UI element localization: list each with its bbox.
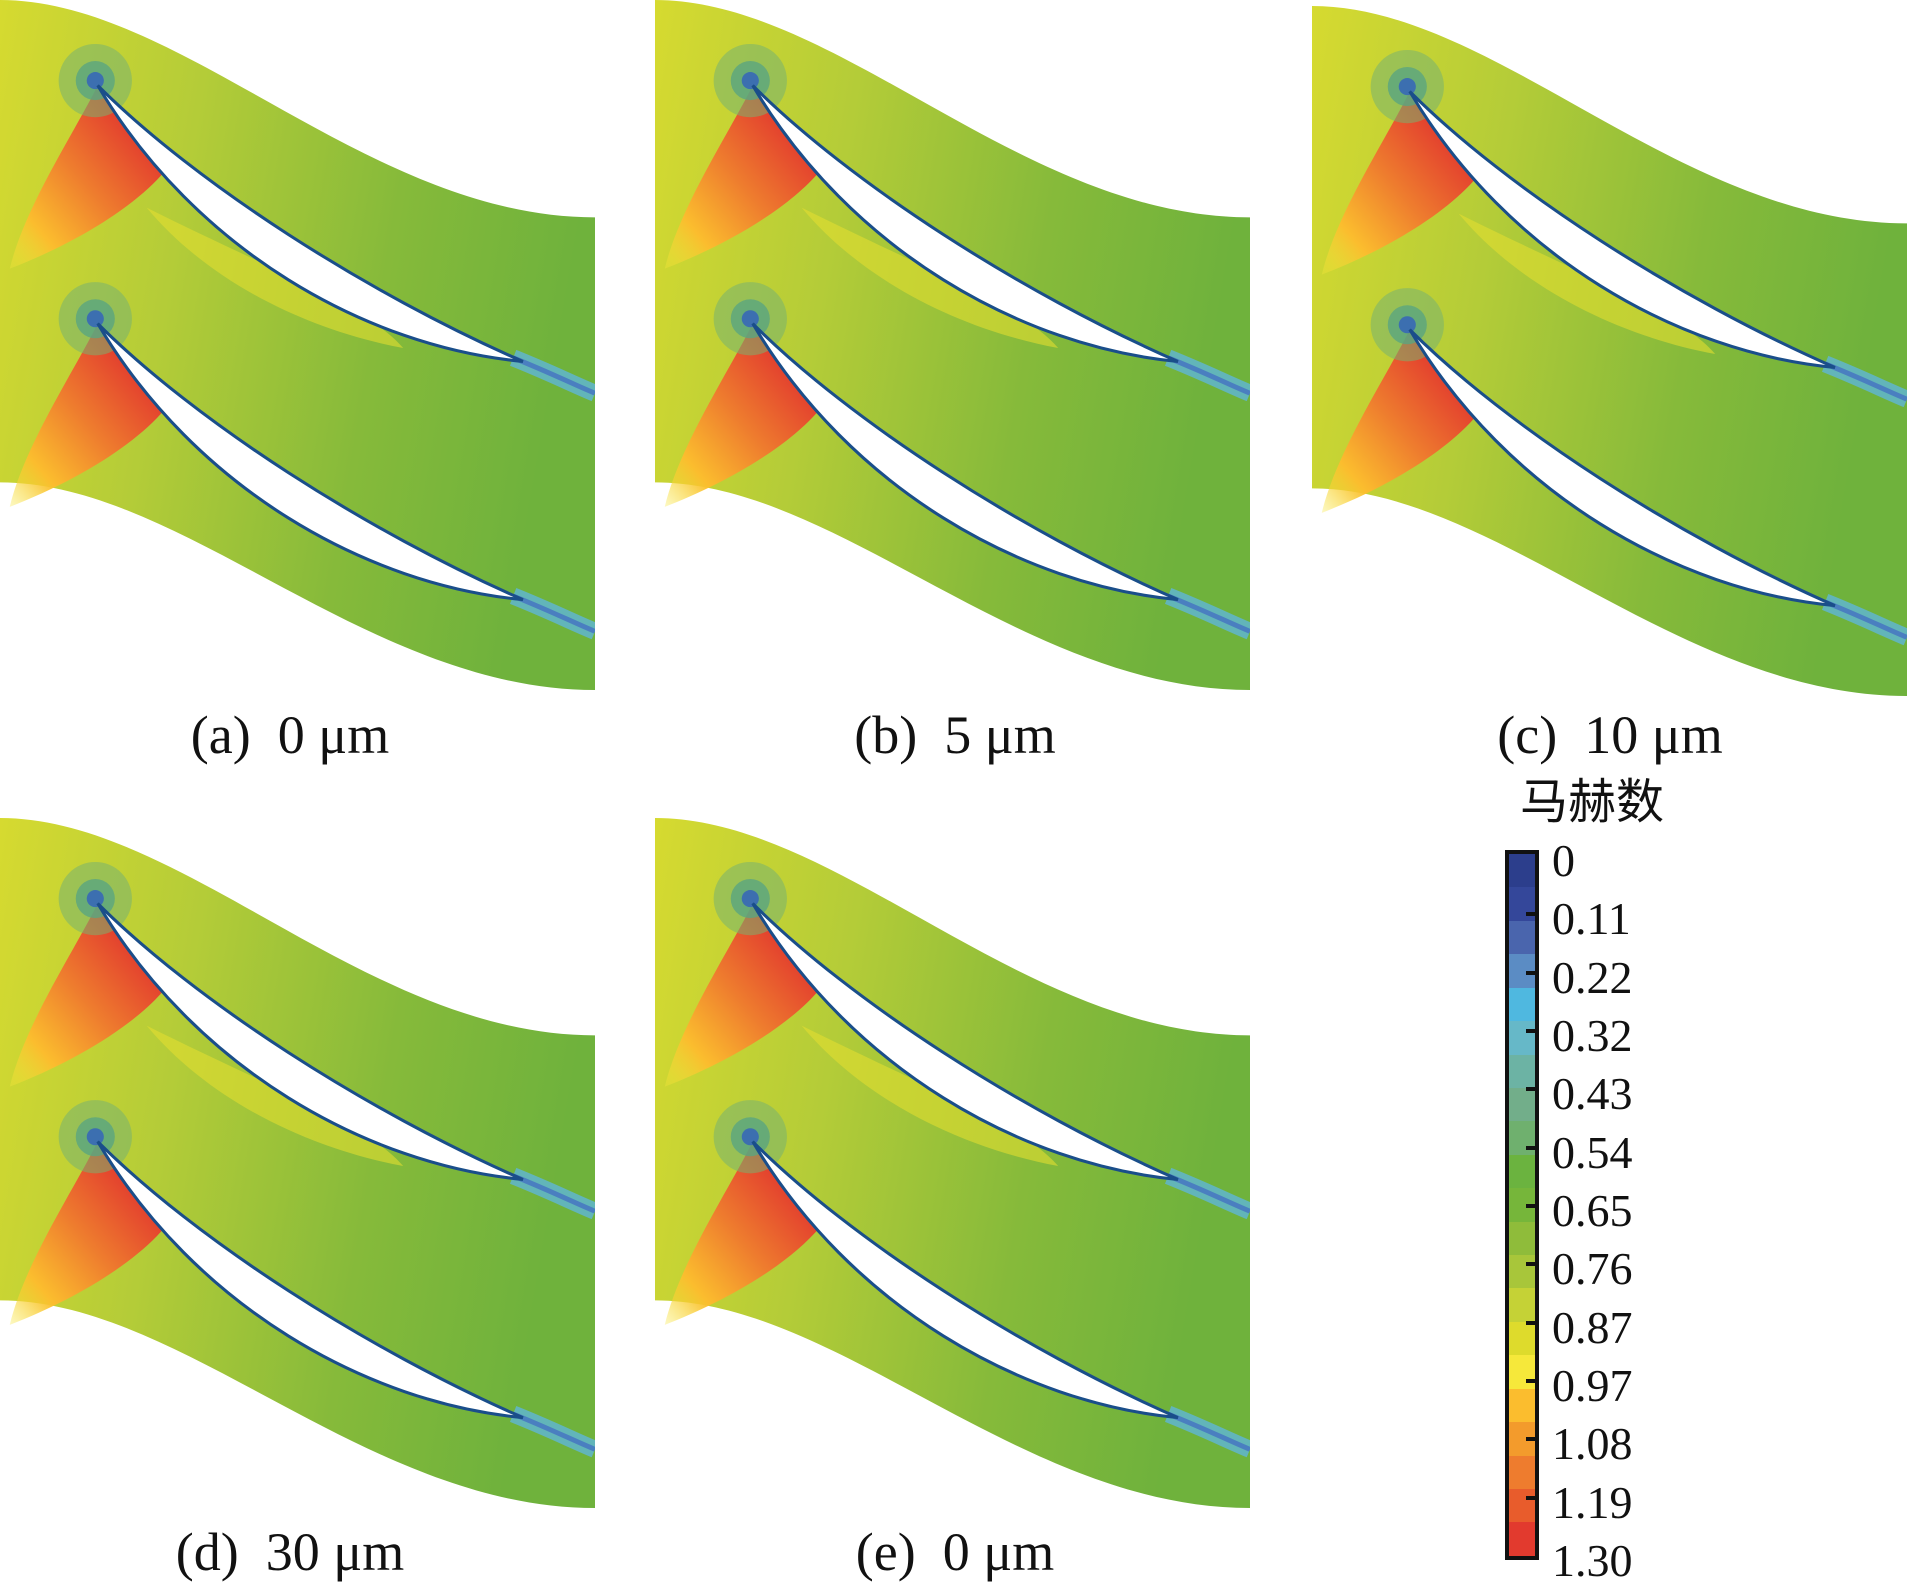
colorbar-tick-label: 0.65: [1552, 1185, 1633, 1236]
wake-core: [1824, 599, 1907, 640]
colorbar-tick-label: 0.22: [1552, 951, 1633, 1003]
yellow-zone: [1458, 213, 1716, 355]
colorbar-tick-label: 0.87: [1552, 1301, 1633, 1353]
panel-label: (a) 0 μm: [190, 705, 390, 765]
colorbar-tick-label: 0.43: [1552, 1068, 1633, 1120]
panel-label: (c) 10 μm: [1497, 705, 1723, 765]
colorbar-segment: [1509, 1021, 1535, 1055]
colorbar-segment: [1509, 1388, 1535, 1423]
stagnation-point: [741, 890, 759, 908]
stagnation-point: [86, 72, 104, 90]
blade-profile: [1408, 90, 1836, 370]
colorbar-segment: [1509, 854, 1535, 888]
yellow-zone: [146, 207, 404, 349]
colorbar-segment: [1509, 1522, 1535, 1556]
blade: [9, 43, 595, 402]
stagnation-point: [741, 310, 759, 328]
blade: [9, 861, 595, 1220]
blade-profile: [1408, 328, 1836, 608]
stagnation-point: [86, 310, 104, 328]
blade: [9, 1100, 595, 1458]
colorbar-tick: [1526, 1029, 1539, 1033]
blade: [664, 43, 1250, 402]
yellow-zone: [146, 1025, 404, 1167]
colorbar-tick: [1526, 1495, 1539, 1500]
colorbar-tick-label: 0.32: [1552, 1010, 1633, 1061]
wake-core: [1167, 593, 1250, 634]
contour-panel: [1312, 6, 1907, 696]
colorbar-tick: [1526, 1320, 1539, 1325]
colorbar-segment: [1509, 1455, 1535, 1490]
wake-core: [512, 1411, 595, 1452]
colorbar-segment: [1509, 1288, 1535, 1322]
stagnation-point: [86, 890, 104, 908]
stagnation-point: [741, 72, 759, 90]
colorbar-tick: [1526, 1204, 1539, 1208]
colorbar-tick-label: 1.30: [1552, 1535, 1633, 1586]
blade-profile: [96, 84, 524, 364]
blade-profile: [751, 902, 1179, 1182]
colorbar-tick: [1526, 1379, 1539, 1383]
contour-panel: [655, 0, 1250, 690]
colorbar-tick-label: 0.76: [1552, 1243, 1633, 1295]
stagnation-point: [86, 1128, 104, 1146]
contour-panel: [0, 818, 595, 1508]
colorbar-segment: [1509, 1087, 1535, 1122]
blade-profile: [751, 1140, 1179, 1420]
blade-profile: [751, 84, 1179, 364]
blade: [664, 1100, 1250, 1458]
colorbar-title: 马赫数: [1520, 774, 1665, 830]
blade: [664, 861, 1250, 1220]
blade: [664, 282, 1250, 640]
panel-label: (d) 30 μm: [175, 1522, 405, 1582]
colorbar-segment: [1509, 1321, 1535, 1356]
colorbar-tick: [1526, 912, 1539, 917]
colorbar-segment: [1509, 1255, 1535, 1289]
blade: [1321, 49, 1907, 408]
colorbar-segment: [1509, 1355, 1535, 1389]
colorbar-tick: [1526, 970, 1539, 975]
colorbar-segment: [1509, 1489, 1535, 1523]
contour-panel: [0, 0, 595, 690]
wake-core: [1167, 1411, 1250, 1452]
wake-core: [512, 355, 595, 396]
colorbar-tick: [1526, 1087, 1539, 1092]
blade: [1321, 288, 1907, 646]
wake-core: [1167, 1173, 1250, 1214]
blade-profile: [96, 902, 524, 1182]
colorbar-tick-label: 1.19: [1552, 1476, 1633, 1528]
panel-label: (b) 5 μm: [854, 705, 1056, 765]
colorbar-tick-label: 0.11: [1552, 893, 1631, 945]
colorbar-tick-label: 0: [1552, 835, 1575, 886]
panel-label: (e) 0 μm: [855, 1522, 1055, 1582]
blade-profile: [96, 1140, 524, 1420]
colorbar-segment: [1509, 1054, 1535, 1088]
blade-profile: [96, 322, 524, 602]
stagnation-point: [741, 1128, 759, 1146]
contour-panel: [655, 818, 1250, 1508]
yellow-zone: [801, 207, 1059, 349]
colorbar-segment: [1509, 920, 1535, 955]
colorbar-segment: [1509, 1154, 1535, 1189]
colorbar-segment: [1509, 1221, 1535, 1256]
colorbar-tick: [1526, 1437, 1539, 1442]
yellow-zone: [801, 1025, 1059, 1167]
wake-core: [1824, 361, 1907, 402]
colorbar-segment: [1509, 987, 1535, 1022]
colorbar-tick-label: 1.08: [1552, 1418, 1633, 1470]
stagnation-point: [1398, 78, 1416, 96]
wake-core: [512, 593, 595, 634]
colorbar-segment: [1509, 1121, 1535, 1155]
wake-core: [1167, 355, 1250, 396]
blade-profile: [751, 322, 1179, 602]
blade: [9, 282, 595, 640]
colorbar-tick: [1526, 1145, 1539, 1150]
colorbar-tick-label: 0.97: [1552, 1360, 1633, 1411]
wake-core: [512, 1173, 595, 1214]
colorbar-tick: [1526, 1262, 1539, 1267]
stagnation-point: [1398, 316, 1416, 334]
colorbar-tick-label: 0.54: [1552, 1126, 1633, 1178]
